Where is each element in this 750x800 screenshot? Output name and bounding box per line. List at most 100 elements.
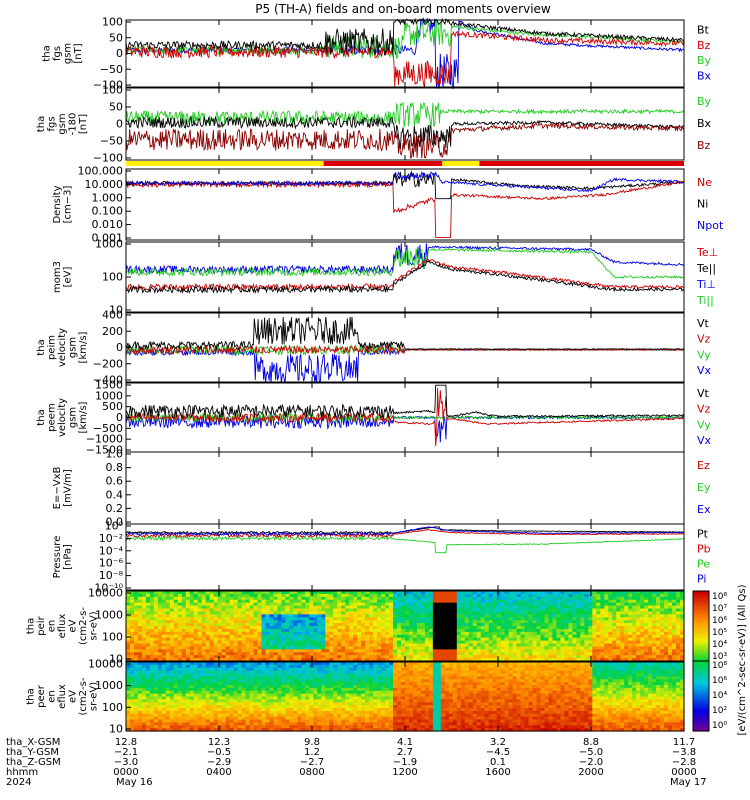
heatmap-cell <box>401 617 406 621</box>
heatmap-cell <box>524 623 530 627</box>
heatmap-cell <box>133 679 139 683</box>
heatmap-cell <box>588 599 593 604</box>
heatmap-cell <box>313 679 318 683</box>
heatmap-cell <box>126 640 131 645</box>
heatmap-cell <box>333 637 338 642</box>
heatmap-cell <box>126 623 131 627</box>
heatmap-cell <box>337 690 342 695</box>
heatmap-cell <box>564 614 570 618</box>
heatmap-cell <box>293 623 298 627</box>
heatmap-cell <box>329 634 334 639</box>
y-tick-label: −500 <box>93 422 123 435</box>
heatmap-cell <box>624 646 629 650</box>
heatmap-cell <box>644 631 649 636</box>
heatmap-cell <box>361 605 366 610</box>
y-axis-label: tha peir en eflux eV (cm2-s-sr-eV) <box>26 607 100 645</box>
heatmap-cell <box>301 640 306 645</box>
heatmap-cell <box>189 628 195 633</box>
heatmap-cell <box>648 623 653 627</box>
heatmap-cell <box>484 652 490 656</box>
heatmap-cell <box>596 626 601 630</box>
heatmap-cell <box>213 599 219 604</box>
heatmap-cell <box>129 725 135 729</box>
heatmap-cell <box>309 599 314 604</box>
heatmap-cell <box>424 602 430 607</box>
heatmap-cell <box>177 652 183 656</box>
heatmap-cell <box>221 626 227 630</box>
heatmap-cell <box>317 643 322 648</box>
heatmap-cell <box>205 713 211 718</box>
heatmap-cell <box>628 596 633 601</box>
heatmap-cell <box>632 605 637 610</box>
heatmap-cell <box>516 599 522 604</box>
heatmap-cell <box>341 591 346 595</box>
heatmap-cell <box>169 722 175 726</box>
heatmap-cell <box>468 593 474 598</box>
heatmap-cell <box>129 679 135 683</box>
heatmap-cell <box>624 658 629 662</box>
heatmap-cell <box>305 640 310 645</box>
heatmap-cell <box>181 676 187 680</box>
heatmap-cell <box>353 591 358 595</box>
heatmap-cell <box>520 634 526 639</box>
heatmap-cell <box>588 649 593 653</box>
heatmap-cell <box>361 608 366 613</box>
heatmap-cell <box>488 596 494 601</box>
heatmap-cell <box>261 702 267 706</box>
heatmap-cell <box>648 658 653 662</box>
heatmap-cell <box>452 658 458 662</box>
heatmap-cell <box>241 716 247 721</box>
heatmap-cell <box>353 640 358 645</box>
heatmap-cell <box>289 690 294 695</box>
heatmap-cell <box>540 596 546 601</box>
heatmap-cell <box>217 705 223 709</box>
heatmap-cell <box>333 602 338 607</box>
heatmap-cell <box>456 640 462 645</box>
heatmap-cell <box>572 626 577 630</box>
legend-entry: Bx <box>697 117 712 130</box>
heatmap-cell <box>552 591 558 595</box>
heatmap-cell <box>500 599 506 604</box>
heatmap-cell <box>381 623 386 627</box>
heatmap-cell <box>652 611 657 615</box>
heatmap-cell <box>361 652 366 656</box>
heatmap-cell <box>416 628 422 633</box>
heatmap-cell <box>632 614 637 618</box>
heatmap-cell <box>369 628 374 633</box>
heatmap-cell <box>193 646 199 650</box>
heatmap-cell <box>285 728 291 732</box>
heatmap-cell <box>600 605 605 610</box>
heatmap-cell <box>424 658 430 662</box>
heatmap-cell <box>149 670 155 675</box>
heatmap-cell <box>221 662 227 666</box>
heatmap-cell <box>157 673 163 677</box>
heatmap-cell <box>624 611 629 615</box>
heatmap-cell <box>193 605 199 610</box>
legend-entry: Pb <box>697 543 711 556</box>
heatmap-cell <box>301 673 306 677</box>
heatmap-cell <box>297 705 302 709</box>
heatmap-cell <box>221 640 227 645</box>
heatmap-cell <box>408 646 414 650</box>
heatmap-cell <box>181 716 187 721</box>
heatmap-cell <box>289 640 294 645</box>
heatmap-cell <box>568 614 573 618</box>
heatmap-cell <box>213 687 219 692</box>
heatmap-cell <box>424 620 430 624</box>
heatmap-cell <box>317 722 322 726</box>
heatmap-cell <box>213 652 219 656</box>
heatmap-cell <box>213 716 219 721</box>
heatmap-cell <box>361 655 366 659</box>
heatmap-cell <box>337 596 342 601</box>
heatmap-cell <box>313 710 318 715</box>
heatmap-cell <box>225 722 231 726</box>
heatmap-cell <box>476 649 482 653</box>
heatmap-cell <box>269 664 275 669</box>
heatmap-cell <box>137 628 143 633</box>
heatmap-cell <box>153 596 159 601</box>
heatmap-cell <box>209 634 215 639</box>
heatmap-cell <box>472 655 478 659</box>
heatmap-cell <box>556 626 562 630</box>
heatmap-cell <box>548 634 554 639</box>
heatmap-cell <box>365 611 370 615</box>
